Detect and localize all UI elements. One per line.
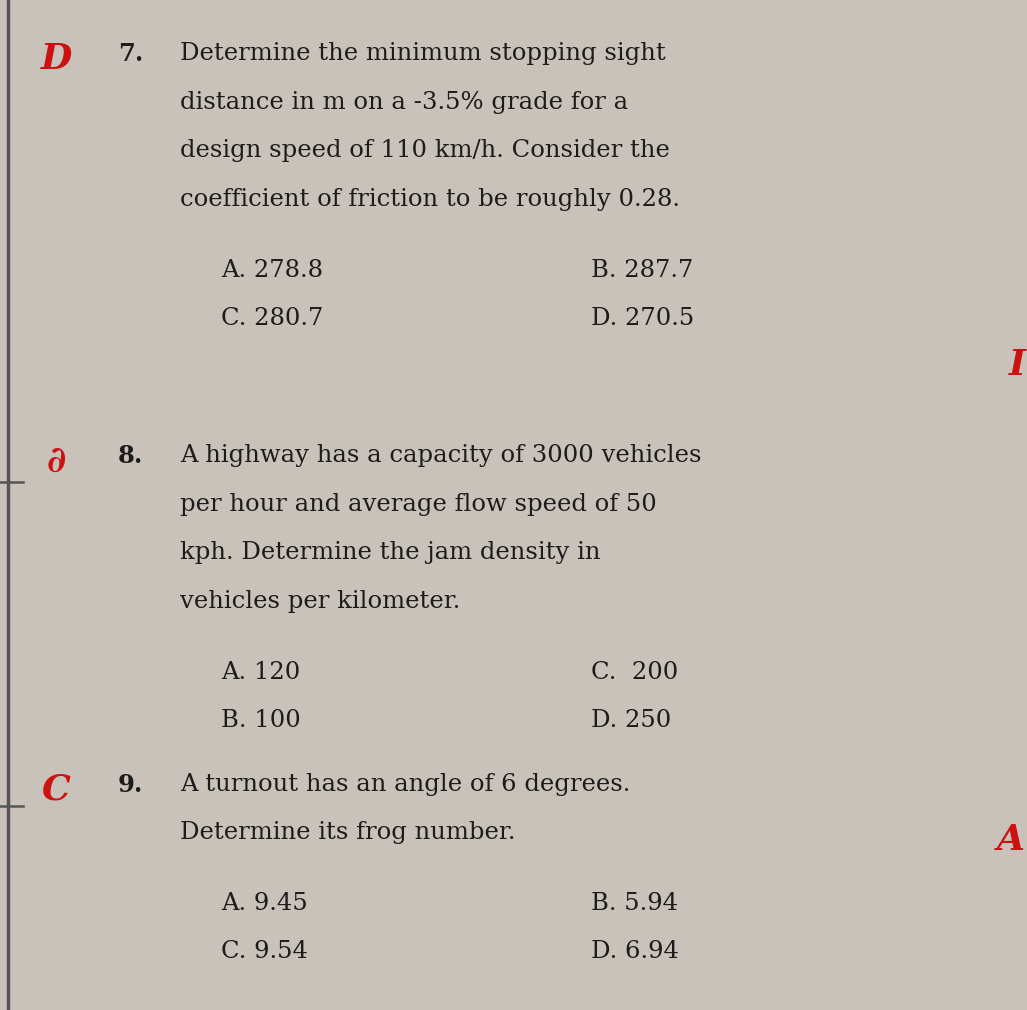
Text: A. 9.45: A. 9.45: [221, 892, 307, 915]
Text: C.  200: C. 200: [591, 661, 678, 684]
Text: 7.: 7.: [118, 42, 144, 67]
Text: D. 6.94: D. 6.94: [591, 940, 679, 964]
Text: Determine its frog number.: Determine its frog number.: [180, 821, 516, 844]
Text: 8.: 8.: [118, 444, 144, 469]
Text: C. 9.54: C. 9.54: [221, 940, 308, 964]
Text: distance in m on a -3.5% grade for a: distance in m on a -3.5% grade for a: [180, 91, 627, 114]
Text: B. 100: B. 100: [221, 709, 301, 732]
Text: A: A: [997, 823, 1025, 857]
Text: B. 287.7: B. 287.7: [591, 259, 693, 282]
Text: A. 120: A. 120: [221, 661, 300, 684]
Text: Determine the minimum stopping sight: Determine the minimum stopping sight: [180, 42, 665, 66]
Text: C. 280.7: C. 280.7: [221, 307, 324, 330]
Text: A. 278.8: A. 278.8: [221, 259, 322, 282]
Text: coefficient of friction to be roughly 0.28.: coefficient of friction to be roughly 0.…: [180, 188, 680, 211]
Text: design speed of 110 km/h. Consider the: design speed of 110 km/h. Consider the: [180, 139, 670, 163]
Text: ∂: ∂: [47, 444, 66, 479]
Text: B. 5.94: B. 5.94: [591, 892, 678, 915]
Text: per hour and average flow speed of 50: per hour and average flow speed of 50: [180, 493, 656, 516]
Text: A highway has a capacity of 3000 vehicles: A highway has a capacity of 3000 vehicle…: [180, 444, 701, 468]
Text: D. 270.5: D. 270.5: [591, 307, 694, 330]
Text: 9.: 9.: [118, 773, 144, 797]
Text: D. 250: D. 250: [591, 709, 671, 732]
Text: D: D: [41, 42, 72, 77]
Text: kph. Determine the jam density in: kph. Determine the jam density in: [180, 541, 600, 565]
Text: C: C: [42, 773, 71, 807]
Text: A turnout has an angle of 6 degrees.: A turnout has an angle of 6 degrees.: [180, 773, 631, 796]
Text: I: I: [1010, 348, 1026, 383]
Text: vehicles per kilometer.: vehicles per kilometer.: [180, 590, 460, 613]
